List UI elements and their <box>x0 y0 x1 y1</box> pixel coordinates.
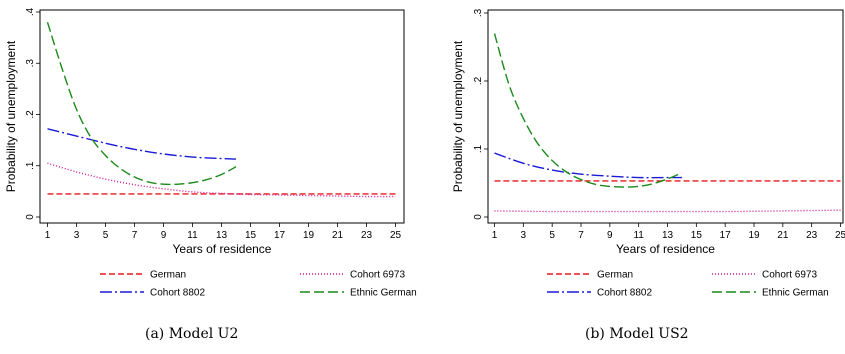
x-tick-label: 5 <box>549 230 555 241</box>
x-tick-label: 25 <box>390 230 402 241</box>
x-tick-label: 21 <box>777 230 789 241</box>
series-line-cohort-6973 <box>494 209 841 213</box>
caption-model-us2: (b) Model US2 <box>585 326 689 342</box>
y-axis-title: Probability of unemployment <box>451 40 465 192</box>
series-line-cohort-8802 <box>47 128 237 160</box>
legend-label-cohort-8802: Cohort 8802 <box>150 288 205 299</box>
x-tick-label: 9 <box>161 230 167 241</box>
x-tick-label: 21 <box>332 230 344 241</box>
y-tick-label: .1 <box>25 161 36 170</box>
legend-label-cohort-6973: Cohort 6973 <box>350 270 405 281</box>
x-tick-label: 7 <box>578 230 584 241</box>
y-tick-label: .4 <box>25 7 36 16</box>
x-tick-label: 17 <box>274 230 286 241</box>
legend: German Cohort 6973 Cohort 8802 Ethnic Germa… <box>100 270 417 299</box>
legend-label-german: German <box>597 270 633 281</box>
x-tick-label: 25 <box>835 230 845 241</box>
x-tick-label: 1 <box>492 230 498 241</box>
x-tick-label: 3 <box>521 230 527 241</box>
plot-frame <box>39 9 405 224</box>
x-tick-label: 11 <box>187 230 198 241</box>
legend-label-ethnic-german: Ethnic German <box>762 288 829 299</box>
y-tick-label: .2 <box>25 110 36 119</box>
y-tick-label: .2 <box>473 76 484 85</box>
x-axis-title: Years of residence <box>173 242 272 256</box>
x-tick-label: 13 <box>662 230 674 241</box>
legend: German Cohort 6973 Cohort 8802 Ethnic Germa… <box>547 270 829 299</box>
x-tick-label: 19 <box>303 230 315 241</box>
x-tick-label: 3 <box>74 230 80 241</box>
y-tick-label: 0 <box>473 214 484 220</box>
legend-label-cohort-6973: Cohort 6973 <box>762 270 817 281</box>
y-tick-label: .3 <box>25 59 36 68</box>
series-line-ethnic-german <box>46 22 237 186</box>
x-tick-label: 7 <box>132 230 138 241</box>
x-axis-title: Years of residence <box>616 242 715 256</box>
x-tick-label: 15 <box>691 230 703 241</box>
x-tick-label: 17 <box>720 230 732 241</box>
series-line-cohort-8802 <box>494 152 682 179</box>
caption-model-u2: (a) Model U2 <box>145 326 239 342</box>
x-tick-label: 11 <box>633 230 644 241</box>
x-tick-label: 15 <box>245 230 257 241</box>
y-tick-label: 0 <box>25 214 36 220</box>
legend-label-german: German <box>150 270 186 281</box>
x-tick-label: 13 <box>216 230 228 241</box>
plot-frame <box>487 9 844 224</box>
y-tick-label: .3 <box>473 8 484 17</box>
y-axis-title: Probability of unemployment <box>4 40 18 192</box>
series-line-ethnic-german <box>493 33 683 188</box>
y-tick-label: .1 <box>473 144 484 153</box>
legend-label-ethnic-german: Ethnic German <box>350 288 417 299</box>
x-tick-label: 23 <box>806 230 818 241</box>
series-line-cohort-6973 <box>47 162 396 198</box>
x-tick-label: 9 <box>607 230 613 241</box>
x-tick-label: 23 <box>361 230 373 241</box>
x-tick-label: 5 <box>103 230 109 241</box>
legend-label-cohort-8802: Cohort 8802 <box>597 288 652 299</box>
x-tick-label: 19 <box>748 230 760 241</box>
x-tick-label: 1 <box>45 230 51 241</box>
